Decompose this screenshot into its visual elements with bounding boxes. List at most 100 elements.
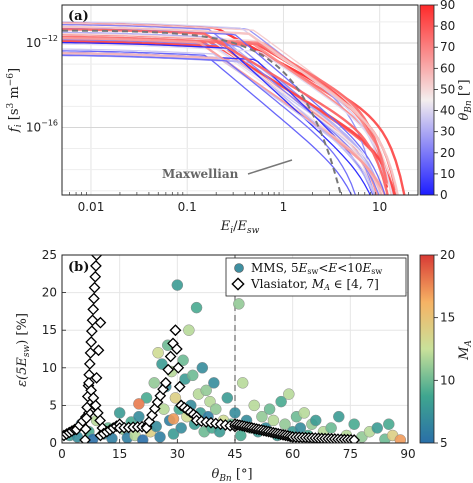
vlasiator-point <box>159 376 172 389</box>
colorbar-tick-label: 20 <box>440 248 455 262</box>
colorbar-ma <box>419 254 435 444</box>
distribution-curve <box>62 24 380 195</box>
vlasiator-point <box>79 423 92 435</box>
mms-point <box>283 388 295 400</box>
colorbar-tick-label: 15 <box>440 311 455 325</box>
vlasiator-points <box>62 255 361 443</box>
vlasiator-point <box>89 270 102 283</box>
distribution-curve <box>62 54 357 195</box>
mms-point <box>175 422 187 434</box>
vlasiator-point <box>83 357 96 370</box>
legend: MMS, 5Esw<E<10Esw Vlasiator, MA ∈ [4, 7] <box>225 257 407 297</box>
mms-point <box>383 418 395 430</box>
mms-point <box>190 301 203 314</box>
colorbar-tick-label: 60 <box>440 61 455 75</box>
distribution-curve <box>62 50 353 195</box>
vlasiator-point <box>92 344 105 357</box>
distribution-curve <box>62 48 376 195</box>
mms-point <box>177 354 189 367</box>
panel-a: 0.01 0.1 1 10 10−12 10−16 (a) Maxwellian fi [… <box>6 0 473 236</box>
panel-a-frame <box>61 4 419 196</box>
vlasiator-point <box>85 325 98 338</box>
maxwellian-annotation: Maxwellian <box>162 159 293 181</box>
colorbar-theta-label: θBn [°] <box>457 79 473 120</box>
mms-point <box>136 434 149 443</box>
vlasiator-point <box>88 281 101 294</box>
maxwellian-pointer <box>247 159 293 175</box>
vlasiator-point <box>162 363 175 376</box>
colorbar-tick-label: 5 <box>440 436 448 450</box>
mms-point <box>148 377 161 389</box>
colorbar-ma-ticks: 5 10 15 20 <box>434 248 455 450</box>
panel-b-label: (b) <box>68 260 89 275</box>
colorbar-ma-label: MA <box>457 340 473 361</box>
colorbar-tick-label: 90 <box>440 0 455 12</box>
mms-point <box>394 434 407 443</box>
mms-point <box>196 362 209 374</box>
panel-b-xlabel: θBn [°] <box>211 467 252 483</box>
legend-mms-label: MMS, 5Esw<E<10Esw <box>251 261 382 276</box>
y-tick-label: 5 <box>49 398 57 412</box>
x-tick-label: 0 <box>58 447 66 461</box>
x-tick-label: 75 <box>343 447 358 461</box>
colorbar-tick-label: 10 <box>440 373 455 387</box>
y-tick-label: 10−12 <box>26 34 58 50</box>
mms-point <box>167 428 180 440</box>
x-tick-label: 1 <box>280 200 288 214</box>
mms-point <box>156 358 168 370</box>
x-tick-label: 90 <box>400 447 415 461</box>
vlasiator-point <box>170 343 183 355</box>
mms-point <box>298 407 310 419</box>
panel-b: 0 15 30 45 60 75 90 0 5 10 15 20 25 (b) MMS, 5Esw<E<… <box>15 248 473 483</box>
x-tick-label: 15 <box>112 447 127 461</box>
vlasiator-point <box>173 380 186 393</box>
colorbar-tick-label: 50 <box>440 82 455 96</box>
mms-point <box>333 410 345 423</box>
y-tick-label: 25 <box>42 248 57 262</box>
mms-point <box>200 384 212 397</box>
mms-point <box>221 392 234 404</box>
legend-vlasiator-marker <box>231 277 245 291</box>
mms-point <box>154 431 166 443</box>
colorbar-tick-label: 70 <box>440 40 455 54</box>
mms-point <box>309 414 322 427</box>
maxwellian-label: Maxwellian <box>162 167 239 181</box>
mms-point <box>167 413 180 425</box>
y-tick-label: 10 <box>42 361 57 375</box>
colorbar-tick-label: 30 <box>440 125 455 139</box>
x-tick-label: 0.01 <box>78 200 105 214</box>
colorbar-theta <box>419 4 435 196</box>
mms-point <box>169 392 182 404</box>
mms-point <box>371 422 383 434</box>
mms-point <box>113 407 126 419</box>
y-tick-label: 0 <box>49 436 57 450</box>
colorbar-tick-label: 10 <box>440 167 455 181</box>
x-tick-label: 60 <box>285 447 300 461</box>
mms-point <box>183 324 195 336</box>
vlasiator-point <box>85 336 98 348</box>
mms-point <box>186 369 199 382</box>
panel-a-xlabel: Ei/Esw <box>220 219 260 236</box>
mms-point <box>171 279 184 291</box>
panel-a-label: (a) <box>68 9 89 24</box>
vlasiator-point <box>169 324 182 337</box>
mms-point <box>210 403 222 415</box>
mms-point <box>275 395 287 408</box>
x-tick-label: 45 <box>227 447 242 461</box>
panel-a-curves <box>62 21 406 195</box>
vlasiator-point <box>90 260 102 272</box>
x-tick-label: 0.1 <box>178 200 197 214</box>
mms-point <box>152 347 164 359</box>
mms-point <box>325 422 337 434</box>
vlasiator-point <box>172 361 185 374</box>
mms-point <box>236 377 249 389</box>
mms-point <box>133 410 145 423</box>
panel-a-ylabel: fi [s3 m−6] <box>6 68 24 133</box>
mms-point <box>208 377 220 389</box>
x-tick-label: 30 <box>170 447 185 461</box>
legend-mms-marker <box>234 263 244 273</box>
mms-point <box>229 407 241 419</box>
mms-point <box>256 410 268 423</box>
y-tick-label: 15 <box>42 323 57 337</box>
panel-b-ylabel: ε(5Esw) [%] <box>15 313 32 387</box>
